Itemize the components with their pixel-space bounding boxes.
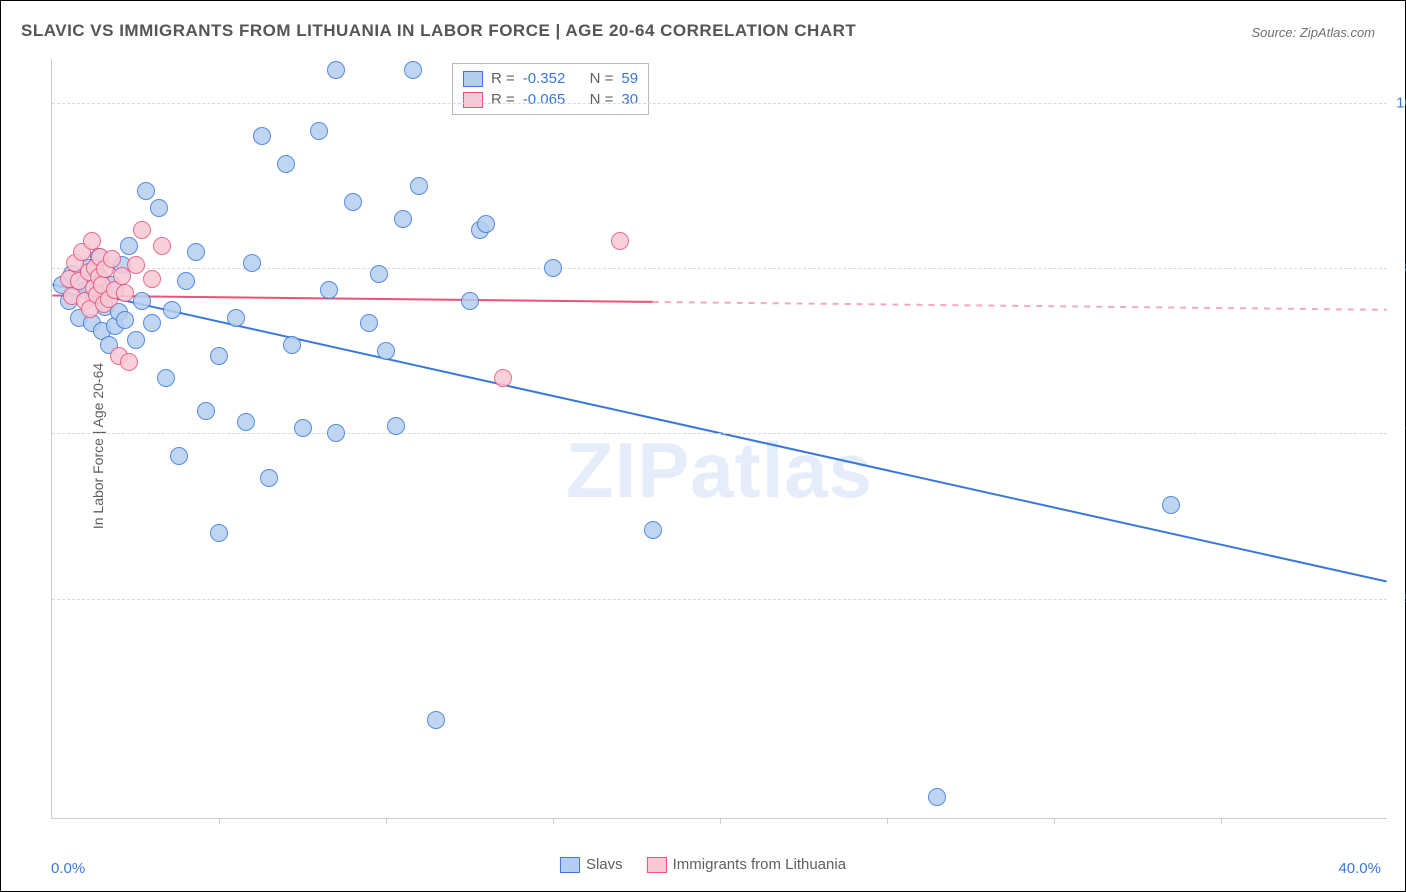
y-tick-label: 100.0%	[1392, 95, 1406, 112]
correlation-legend: R = -0.352 N = 59R = -0.065 N = 30	[452, 63, 649, 115]
n-value: 30	[621, 91, 638, 108]
watermark: ZIPatlas	[52, 59, 1387, 818]
data-point	[177, 272, 195, 290]
correlation-legend-row: R = -0.352 N = 59	[463, 68, 638, 89]
data-point	[243, 254, 261, 272]
series-legend-item: Immigrants from Lithuania	[647, 856, 846, 873]
trendlines-layer	[52, 59, 1387, 818]
data-point	[1162, 496, 1180, 514]
r-label: R =	[491, 91, 515, 108]
x-tick	[219, 818, 220, 824]
data-point	[544, 259, 562, 277]
data-point	[120, 237, 138, 255]
series-legend: Slavs Immigrants from Lithuania	[560, 856, 846, 873]
x-axis-max-label: 40.0%	[1338, 860, 1381, 877]
data-point	[461, 292, 479, 310]
data-point	[127, 256, 145, 274]
y-tick-label: 70.0%	[1392, 425, 1406, 442]
data-point	[320, 281, 338, 299]
data-point	[410, 177, 428, 195]
series-legend-label: Immigrants from Lithuania	[673, 856, 846, 873]
series-legend-item: Slavs	[560, 856, 623, 873]
data-point	[197, 402, 215, 420]
n-label: N =	[590, 70, 614, 87]
data-point	[928, 788, 946, 806]
data-point	[116, 284, 134, 302]
data-point	[611, 232, 629, 250]
trendline-dashed	[653, 302, 1387, 310]
data-point	[133, 292, 151, 310]
r-value: -0.065	[523, 91, 566, 108]
data-point	[283, 336, 301, 354]
n-value: 59	[621, 70, 638, 87]
x-axis-min-label: 0.0%	[51, 860, 85, 877]
data-point	[170, 447, 188, 465]
data-point	[394, 210, 412, 228]
legend-swatch	[647, 857, 667, 873]
gridline-horizontal	[52, 599, 1387, 600]
x-tick	[553, 818, 554, 824]
x-tick	[1054, 818, 1055, 824]
data-point	[103, 250, 121, 268]
data-point	[157, 369, 175, 387]
x-tick	[720, 818, 721, 824]
data-point	[83, 232, 101, 250]
data-point	[120, 353, 138, 371]
data-point	[277, 155, 295, 173]
data-point	[150, 199, 168, 217]
y-tick-label: 55.0%	[1392, 590, 1406, 607]
data-point	[427, 711, 445, 729]
y-axis-title: In Labor Force | Age 20-64	[90, 363, 106, 529]
data-point	[644, 521, 662, 539]
data-point	[210, 524, 228, 542]
r-value: -0.352	[523, 70, 566, 87]
chart-title: SLAVIC VS IMMIGRANTS FROM LITHUANIA IN L…	[21, 21, 856, 41]
data-point	[310, 122, 328, 140]
data-point	[370, 265, 388, 283]
data-point	[187, 243, 205, 261]
data-point	[477, 215, 495, 233]
data-point	[327, 61, 345, 79]
data-point	[163, 301, 181, 319]
r-label: R =	[491, 70, 515, 87]
gridline-horizontal	[52, 103, 1387, 104]
data-point	[494, 369, 512, 387]
data-point	[327, 424, 345, 442]
n-label: N =	[590, 91, 614, 108]
data-point	[210, 347, 228, 365]
y-tick-label: 85.0%	[1392, 260, 1406, 277]
data-point	[237, 413, 255, 431]
data-point	[344, 193, 362, 211]
chart-container: SLAVIC VS IMMIGRANTS FROM LITHUANIA IN L…	[0, 0, 1406, 892]
data-point	[404, 61, 422, 79]
data-point	[143, 270, 161, 288]
gridline-horizontal	[52, 433, 1387, 434]
data-point	[116, 311, 134, 329]
legend-swatch	[463, 71, 483, 87]
data-point	[377, 342, 395, 360]
plot-area: ZIPatlas R = -0.352 N = 59R = -0.065 N =…	[51, 59, 1387, 819]
correlation-legend-row: R = -0.065 N = 30	[463, 89, 638, 110]
data-point	[137, 182, 155, 200]
data-point	[387, 417, 405, 435]
data-point	[294, 419, 312, 437]
data-point	[153, 237, 171, 255]
legend-swatch	[560, 857, 580, 873]
data-point	[127, 331, 145, 349]
watermark-text: ZIPatlas	[566, 426, 873, 514]
x-tick	[386, 818, 387, 824]
data-point	[260, 469, 278, 487]
data-point	[143, 314, 161, 332]
source-attribution: Source: ZipAtlas.com	[1251, 25, 1375, 40]
data-point	[360, 314, 378, 332]
x-tick	[1221, 818, 1222, 824]
data-point	[253, 127, 271, 145]
data-point	[227, 309, 245, 327]
data-point	[133, 221, 151, 239]
legend-swatch	[463, 92, 483, 108]
series-legend-label: Slavs	[586, 856, 623, 873]
x-tick	[887, 818, 888, 824]
